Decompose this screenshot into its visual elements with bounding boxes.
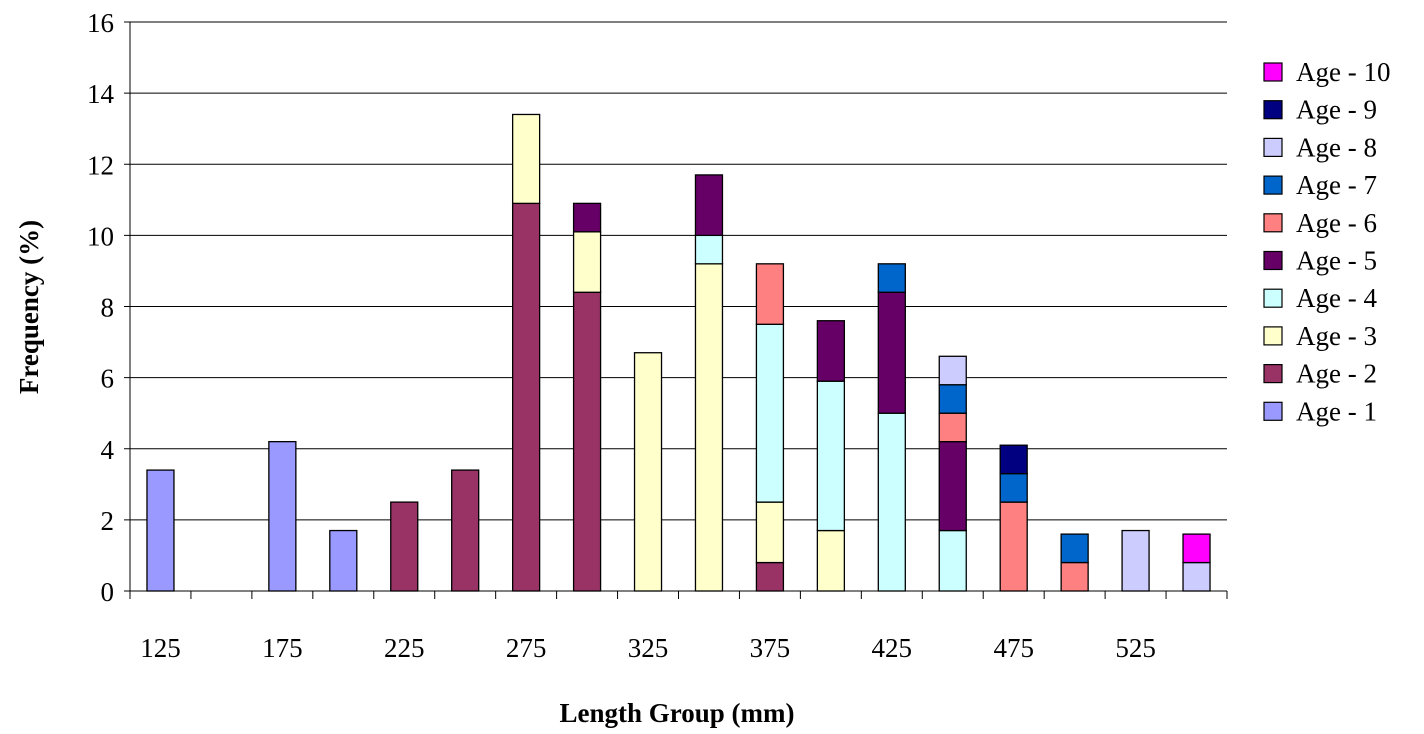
y-tick-label: 10 [87, 221, 114, 251]
legend-label: Age - 7 [1296, 170, 1377, 200]
bar-segment [572, 231, 602, 293]
y-tick-label: 8 [101, 293, 115, 323]
bar-segment [572, 291, 602, 592]
bar-segment [694, 234, 724, 265]
bar-segment [938, 440, 967, 532]
y-tick-label: 14 [87, 79, 115, 109]
y-tick-label: 16 [87, 8, 114, 38]
bar-segment [1060, 533, 1089, 564]
x-tick-label: 375 [750, 633, 791, 663]
y-tick-label: 12 [87, 150, 114, 180]
legend-swatch [1263, 100, 1283, 120]
bar-segment [572, 202, 602, 233]
y-tick-label: 2 [101, 506, 115, 536]
y-tick-label: 6 [101, 364, 115, 394]
bar-segment [877, 412, 906, 592]
bar-segment [816, 529, 846, 592]
legend-swatch [1263, 326, 1283, 346]
axes [124, 21, 1228, 599]
legend-swatch [1263, 175, 1283, 195]
tick-labels: 0 2 4 6 8 10 12 14 16 125 175 225 275 325 375 425 475 525 [87, 8, 1156, 663]
bar-segment [816, 320, 846, 382]
bar-segment [755, 561, 785, 592]
legend-label: Age - 10 [1296, 57, 1390, 87]
x-tick-label: 275 [506, 633, 547, 663]
bar-segment [938, 412, 967, 443]
legend-label: Age - 5 [1296, 246, 1377, 276]
y-tick-label: 0 [101, 577, 115, 607]
bar-segment [694, 263, 724, 592]
legend-swatch [1263, 137, 1283, 157]
legend-label: Age - 4 [1296, 283, 1377, 313]
bar-segment [511, 113, 541, 205]
bar-segment [329, 529, 358, 592]
x-tick-label: 125 [140, 633, 181, 663]
x-tick-label: 425 [872, 633, 913, 663]
bar-segment [999, 501, 1028, 592]
bar-segment [877, 263, 906, 293]
y-tick-label: 4 [101, 435, 115, 465]
legend-swatch [1263, 401, 1283, 421]
legend-label: Age - 6 [1296, 208, 1377, 238]
bar-segment [694, 174, 724, 237]
x-tick-label: 525 [1115, 633, 1156, 663]
x-tick-label: 475 [993, 633, 1034, 663]
bar-segment [755, 323, 785, 503]
bar-segment [755, 263, 785, 325]
legend-swatch [1263, 364, 1283, 384]
bar-segment [816, 380, 846, 532]
legend-swatch [1263, 62, 1283, 82]
bar-segment [1060, 561, 1089, 592]
legend-swatch [1263, 288, 1283, 308]
bar-segment [999, 472, 1028, 503]
bar-segment [938, 384, 967, 414]
bar-segment [1121, 529, 1150, 592]
legend: Age - 10 Age - 9 Age - 8 Age - 7 Age - 6 Age … [1263, 57, 1390, 426]
bar-segment [999, 444, 1028, 475]
legend-label: Age - 9 [1296, 95, 1377, 125]
legend-label: Age - 8 [1296, 132, 1377, 162]
bar-segment [755, 501, 785, 564]
bar-segment [938, 529, 967, 592]
bar-segment [511, 202, 541, 592]
x-tick-label: 325 [628, 633, 669, 663]
x-tick-label: 175 [262, 633, 303, 663]
legend-swatch [1263, 250, 1283, 271]
bar-segment [390, 501, 419, 592]
bar-segment [268, 440, 297, 592]
bar-segment [633, 352, 663, 592]
x-axis-title: Length Group (mm) [559, 698, 794, 728]
bar-segment [877, 291, 906, 414]
legend-swatch [1263, 213, 1283, 233]
legend-label: Age - 3 [1296, 321, 1377, 351]
bar-segment [1182, 533, 1211, 564]
bar-segment [451, 469, 480, 592]
bar-segment [146, 469, 175, 592]
legend-label: Age - 2 [1296, 359, 1377, 389]
x-tick-label: 225 [384, 633, 425, 663]
y-axis-title: Frequency (%) [14, 220, 44, 394]
bar-segment [1182, 561, 1211, 592]
legend-label: Age - 1 [1296, 396, 1377, 426]
bar-segment [938, 355, 967, 386]
gridlines [130, 21, 1227, 521]
